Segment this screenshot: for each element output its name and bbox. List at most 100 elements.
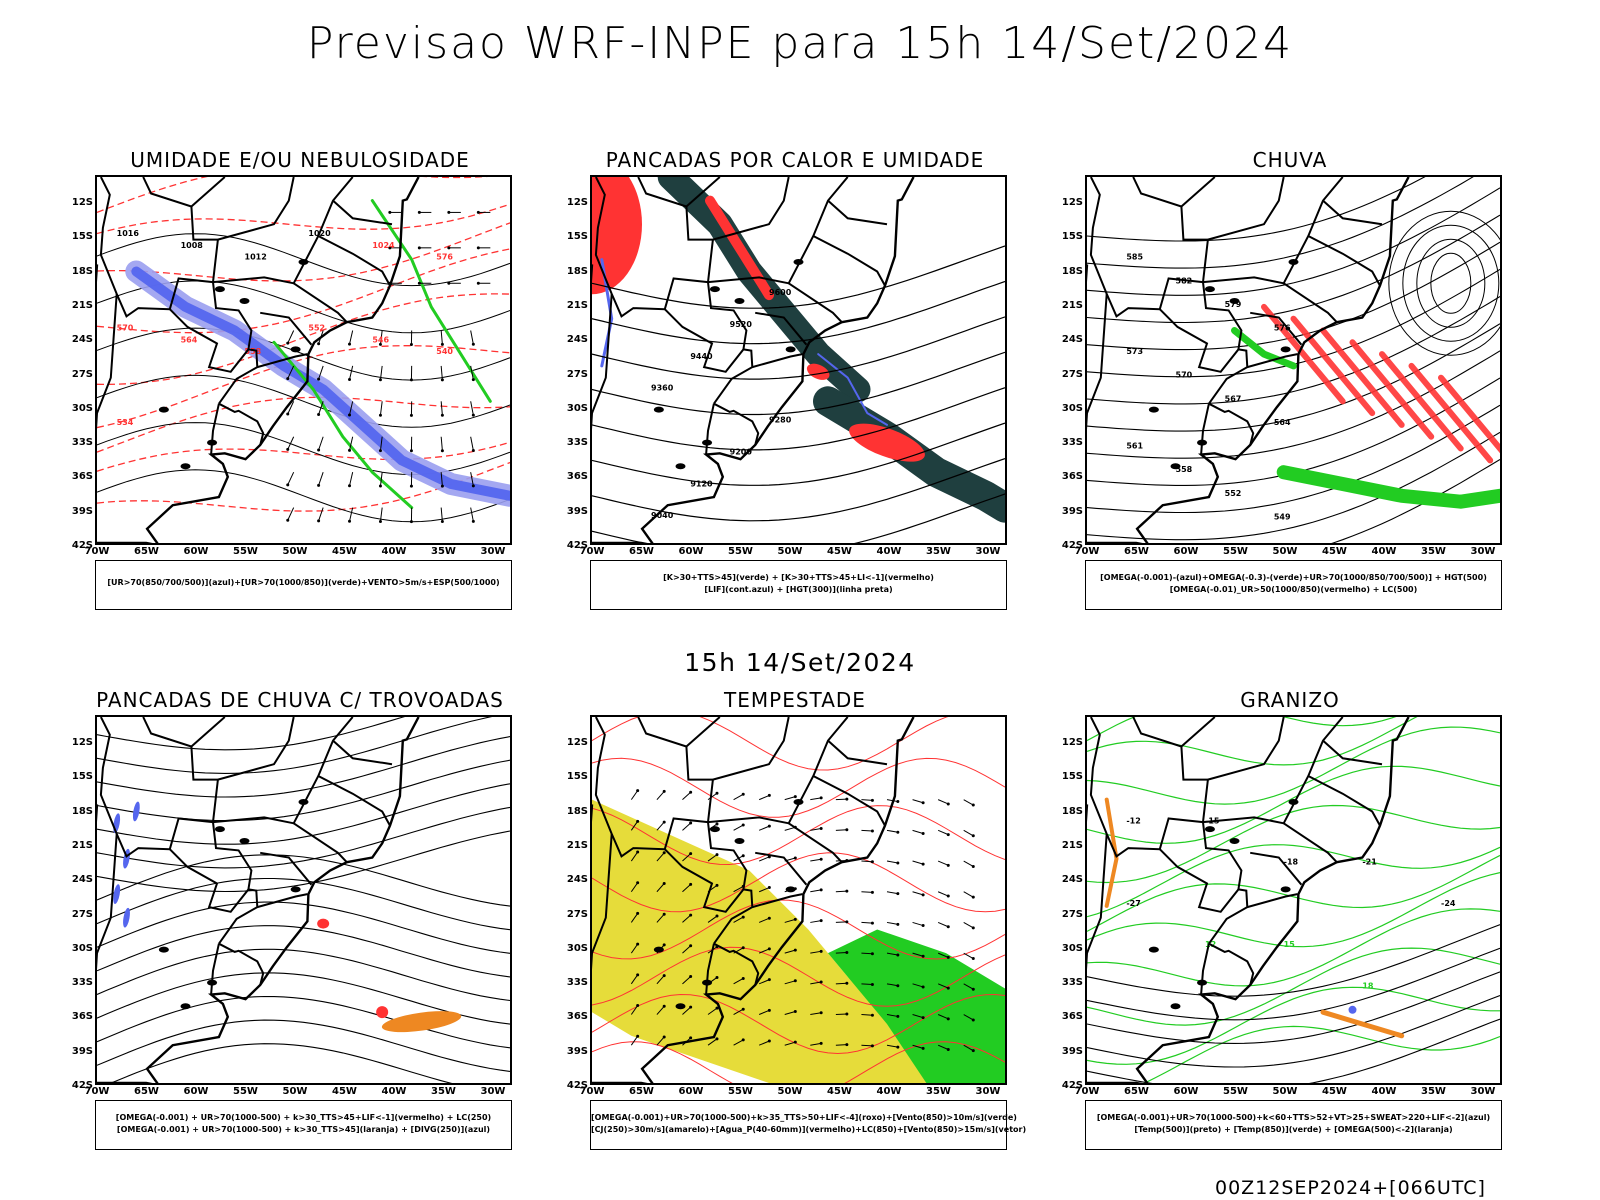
contour-line	[592, 852, 1005, 913]
latitude-tick-label: 12S	[566, 737, 588, 748]
contour-line	[1087, 214, 1500, 324]
wind-vector-head	[476, 210, 480, 214]
wind-vector-head	[447, 281, 451, 285]
longitude-tick-label: 60W	[183, 546, 209, 557]
wind-vector	[937, 921, 949, 928]
latitude-tick-label: 33S	[71, 437, 93, 449]
wind-vector-head	[286, 341, 290, 345]
contour-label: -21	[1362, 858, 1377, 867]
wind-vector	[835, 952, 847, 954]
contour-line	[97, 783, 510, 845]
contour-line	[97, 830, 510, 893]
longitude-tick-label: 70W	[84, 546, 110, 557]
longitude-tick-label: 40W	[876, 546, 902, 557]
wind-vector	[912, 921, 924, 927]
lake-marker	[793, 259, 804, 266]
longitude-tick-label: 50W	[282, 546, 308, 557]
wind-vector	[733, 885, 744, 893]
wind-vector	[682, 791, 691, 801]
longitude-tick-label: 60W	[1173, 1086, 1199, 1097]
latitude-tick-label: 18S	[566, 805, 588, 817]
wind-vector-head	[793, 979, 797, 983]
contour-line	[592, 1041, 1005, 1083]
contour-label: -18	[1284, 858, 1299, 867]
longitude-tick-label: 30W	[480, 1086, 506, 1097]
wind-vector	[707, 792, 718, 801]
lake-marker	[239, 837, 250, 844]
wind-vector	[682, 945, 691, 954]
contour-line	[1402, 224, 1500, 342]
contour-label: 558	[1176, 465, 1193, 474]
lake-marker	[702, 439, 713, 446]
border-line	[812, 775, 886, 827]
legend-box: [UR>70(850/700/500)](azul)+[UR>70(1000/8…	[95, 560, 512, 610]
contour-line	[1087, 854, 1500, 932]
wind-vector-head	[715, 975, 719, 979]
border-line	[1207, 177, 1285, 241]
contour-label: 18	[1362, 982, 1374, 991]
wind-vector-head	[896, 922, 900, 926]
wind-vector	[470, 365, 474, 380]
wind-vector	[784, 1011, 796, 1016]
wind-vector	[440, 330, 443, 345]
wind-vector-head	[767, 947, 771, 951]
border-line	[1247, 353, 1298, 369]
wind-vector-head	[870, 921, 874, 925]
border-line	[592, 833, 613, 970]
contour-line	[1087, 971, 1500, 1044]
contour-line	[1416, 238, 1486, 328]
wind-vector-head	[447, 246, 451, 250]
border-line	[317, 235, 391, 287]
contour-line	[97, 396, 510, 453]
contour-label: -12	[1126, 816, 1140, 825]
border-line	[218, 888, 259, 945]
wind-vector-head	[971, 1049, 975, 1053]
latitude-tick-label: 15S	[71, 771, 93, 783]
lake-marker	[1229, 297, 1240, 304]
border-line	[755, 851, 808, 886]
contour-line	[1087, 431, 1500, 541]
wind-vector	[733, 916, 744, 923]
border-line	[788, 822, 843, 863]
geography-layer	[1087, 717, 1410, 1083]
wind-vector-head	[845, 797, 849, 801]
latitude-tick-label: 21S	[566, 839, 588, 851]
wind-vector-head	[662, 820, 666, 824]
contour-line	[592, 422, 1005, 486]
wind-vector-head	[845, 951, 849, 955]
latitude-tick-label: 30S	[1061, 942, 1083, 954]
wind-vector-head	[819, 1041, 823, 1045]
contour-line	[1087, 1018, 1500, 1083]
latitude-tick-label: 33S	[1061, 977, 1083, 989]
wind-vector	[861, 1014, 873, 1016]
border-line	[1208, 888, 1249, 945]
latitude-tick-label: 21S	[566, 299, 588, 311]
longitude-tick-label: 55W	[233, 1086, 258, 1097]
map-panel: PANCADAS DE CHUVA C/ TROVOADAS 12S 15S 18S 2…	[55, 688, 545, 1168]
divergence-spot	[123, 907, 130, 928]
wind-vector-head	[476, 281, 480, 285]
wind-vector	[861, 799, 873, 801]
legend-line: [OMEGA(-0.001)+UR>70(1000-500)+k>35_TTS>…	[591, 1113, 1017, 1122]
longitude-tick-label: 65W	[134, 1086, 159, 1097]
contour-line	[97, 736, 510, 798]
border-line	[1283, 282, 1338, 323]
contour-line	[592, 493, 1005, 543]
wind-vector-head	[689, 1036, 693, 1040]
lake-marker	[675, 463, 686, 470]
latitude-tick-label: 30S	[71, 942, 93, 954]
border-line	[1250, 851, 1303, 886]
latitude-tick-label: 30S	[1061, 402, 1083, 414]
map-frame: -12 -15 -18 -21 -24 -27 12 15 18	[1085, 715, 1502, 1085]
wind-vector-head	[378, 449, 382, 453]
wind-vector-head	[662, 1004, 666, 1008]
wind-vector-head	[946, 894, 950, 898]
wind-vector	[707, 854, 718, 862]
contour-label: 564	[181, 335, 198, 344]
wind-vector	[861, 921, 873, 924]
lake-marker	[793, 799, 804, 806]
contour-line	[1087, 241, 1500, 351]
